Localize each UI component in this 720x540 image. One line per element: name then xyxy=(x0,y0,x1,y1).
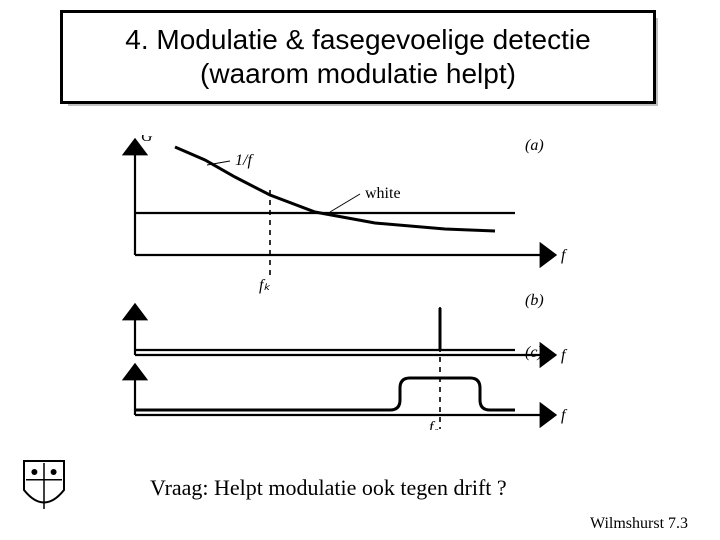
svg-text:(b): (b) xyxy=(525,292,544,309)
svg-text:fₖ: fₖ xyxy=(259,277,270,294)
svg-text:(a): (a) xyxy=(525,137,544,154)
citation-text: Wilmshurst 7.3 xyxy=(590,515,688,533)
svg-text:f: f xyxy=(561,247,568,264)
svg-text:white: white xyxy=(365,185,401,202)
svg-text:(c): (c) xyxy=(525,344,543,361)
svg-text:1/f: 1/f xyxy=(235,152,254,169)
institution-logo xyxy=(20,457,68,522)
title-line-1: 4. Modulatie & fasegevoelige detectie xyxy=(125,23,590,57)
svg-text:f: f xyxy=(561,347,568,364)
svg-text:G: G xyxy=(141,135,153,145)
title-box: 4. Modulatie & fasegevoelige detectie (w… xyxy=(60,10,656,104)
question-text: Vraag: Helpt modulatie ook tegen drift ? xyxy=(150,475,507,501)
noise-modulation-diagram: G 1/f white (a) f fₖ (b) f (c) f f₀ xyxy=(115,135,585,430)
svg-text:f: f xyxy=(561,407,568,424)
title-line-2: (waarom modulatie helpt) xyxy=(200,57,516,91)
svg-text:f₀: f₀ xyxy=(429,419,439,430)
